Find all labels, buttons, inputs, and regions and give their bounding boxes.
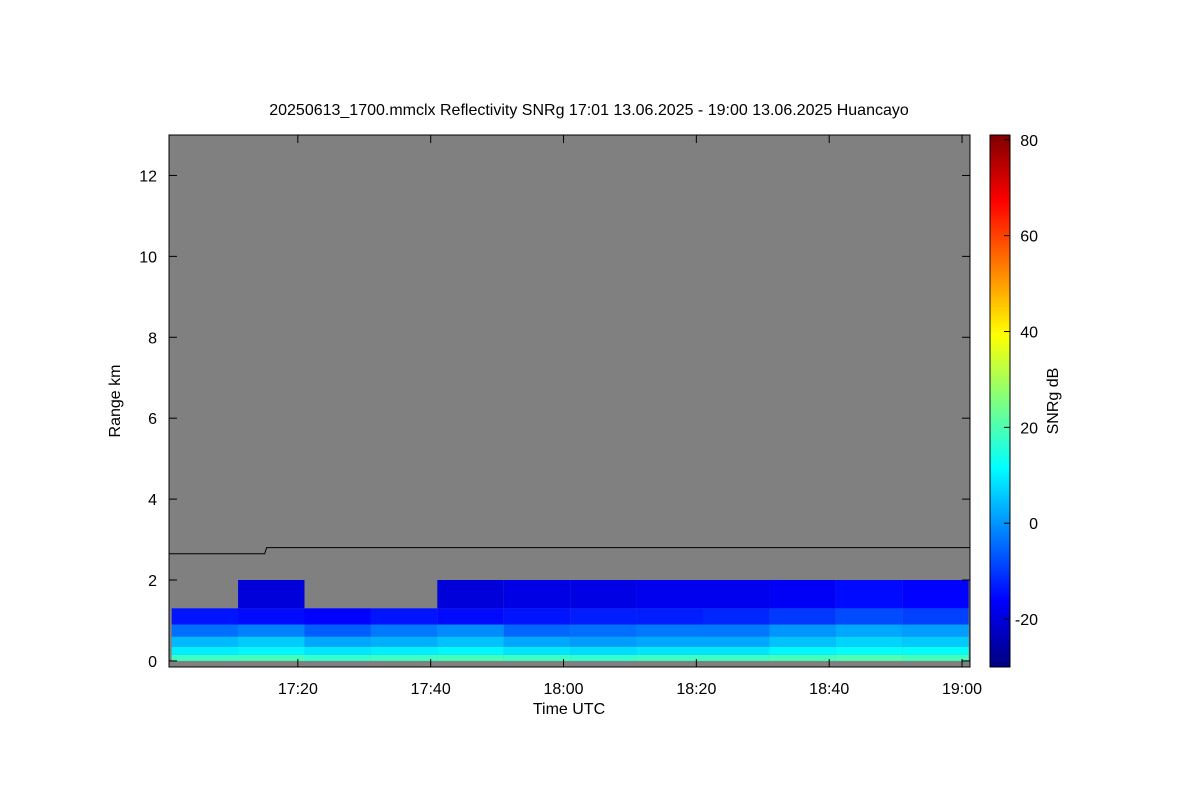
heat-cell [636, 624, 703, 637]
heat-cell [437, 654, 504, 661]
y-tick-label: 6 [148, 411, 157, 428]
colorbar-tick-label: 60 [1020, 229, 1038, 246]
heat-cell [902, 580, 969, 609]
y-tick-label: 2 [148, 573, 157, 590]
heat-cell [902, 636, 969, 647]
heat-cell [437, 580, 504, 609]
heat-cell [703, 654, 770, 661]
plot-frame [168, 134, 971, 668]
heat-cell [636, 608, 703, 625]
heat-cell [636, 646, 703, 655]
heat-cell [902, 654, 969, 661]
heat-cell [636, 654, 703, 661]
heat-cell [238, 654, 305, 661]
heat-cell [769, 608, 836, 625]
heat-cell [304, 624, 371, 637]
heat-cell [304, 608, 371, 625]
heat-cell [171, 608, 239, 625]
heat-cell [570, 624, 637, 637]
x-axis-label: Time UTC [533, 701, 605, 718]
colorbar-tick-label: 40 [1020, 325, 1038, 342]
x-tick-label: 18:00 [543, 681, 583, 698]
heat-cell [703, 608, 770, 625]
x-tick-label: 17:40 [411, 681, 451, 698]
y-tick-label: 4 [148, 492, 157, 509]
heat-cell [171, 636, 239, 647]
heat-cell [238, 646, 305, 655]
heat-cell [304, 646, 371, 655]
heat-cell [503, 646, 571, 655]
heat-cell [835, 608, 903, 625]
colorbar-tick-label: 80 [1020, 133, 1038, 150]
heat-cell [304, 654, 371, 661]
heat-cell [171, 646, 239, 655]
heat-cell [902, 646, 969, 655]
heat-cell [437, 636, 504, 647]
heat-cell [703, 624, 770, 637]
heat-cell [503, 654, 571, 661]
heat-cell [835, 580, 903, 609]
heat-cell [503, 608, 571, 625]
heat-cell [370, 646, 438, 655]
heat-cell [570, 654, 637, 661]
y-axis-label: Range km [107, 365, 124, 438]
heat-cell [171, 654, 239, 661]
heat-cell [238, 580, 305, 609]
y-tick-label: 0 [148, 654, 157, 671]
colorbar-frame [989, 134, 1011, 668]
heat-cell [503, 636, 571, 647]
heat-cell [370, 636, 438, 647]
heat-cell [703, 646, 770, 655]
heat-cell [171, 624, 239, 637]
heat-cell [769, 580, 836, 609]
heat-cell [570, 636, 637, 647]
heat-cell [835, 646, 903, 655]
heat-cell [835, 624, 903, 637]
heat-cell [703, 580, 770, 609]
heat-cell [769, 624, 836, 637]
heat-cell [503, 624, 571, 637]
heat-cell [835, 654, 903, 661]
heat-cell [437, 624, 504, 637]
heat-cell [769, 646, 836, 655]
colorbar-tick-label: 20 [1020, 420, 1038, 437]
heat-cell [769, 654, 836, 661]
overlay-line [169, 547, 970, 555]
colorbar-tick-label: -20 [1015, 612, 1038, 629]
heat-cell [902, 608, 969, 625]
chart-title: 20250613_1700.mmclx Reflectivity SNRg 17… [269, 102, 909, 119]
heat-cell [636, 580, 703, 609]
y-tick-label: 10 [139, 249, 157, 266]
heat-cell [570, 608, 637, 625]
heat-cell [370, 654, 438, 661]
heat-cell [437, 646, 504, 655]
heat-cell [370, 624, 438, 637]
heat-cell [304, 636, 371, 647]
x-tick-label: 19:00 [942, 681, 982, 698]
heat-cell [902, 624, 969, 637]
y-tick-label: 12 [139, 168, 157, 185]
plot-background [169, 135, 970, 667]
colorbar-label: SNRg dB [1045, 368, 1062, 435]
heat-cell [570, 646, 637, 655]
heat-cell [503, 580, 571, 609]
heat-cell [570, 580, 637, 609]
x-tick-label: 18:40 [809, 681, 849, 698]
heat-cell [703, 636, 770, 647]
x-tick-label: 17:20 [278, 681, 318, 698]
heat-cell [370, 608, 438, 625]
heat-cell [238, 624, 305, 637]
heat-cell [835, 636, 903, 647]
colorbar [990, 135, 1010, 667]
x-tick-label: 18:20 [676, 681, 716, 698]
heat-cell [238, 636, 305, 647]
heat-cell [238, 608, 305, 625]
heat-cell [636, 636, 703, 647]
y-tick-label: 8 [148, 330, 157, 347]
heat-cell [769, 636, 836, 647]
heat-cell [437, 608, 504, 625]
colorbar-tick-label: 0 [1029, 516, 1038, 533]
